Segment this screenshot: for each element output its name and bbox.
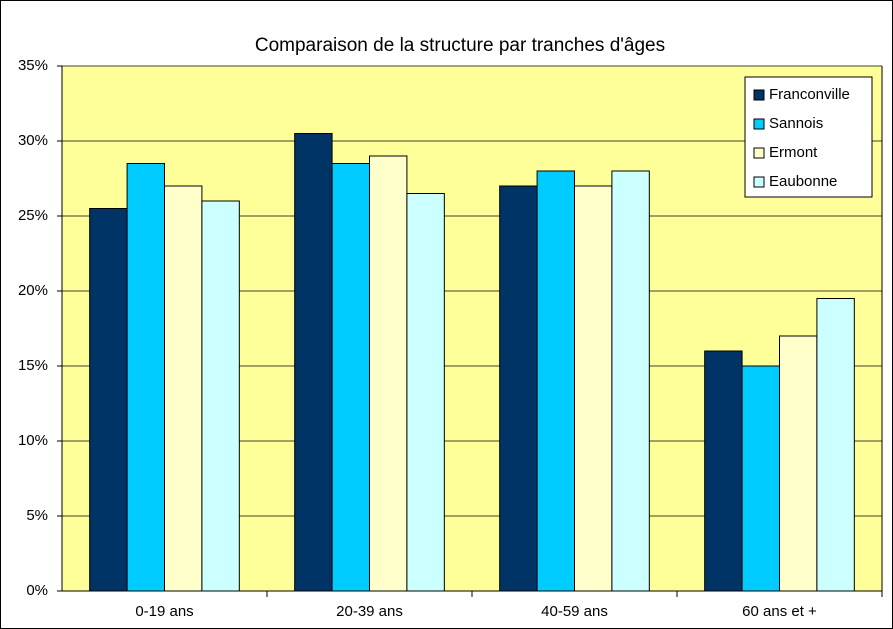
bar — [741, 365, 781, 592]
bar — [611, 170, 650, 592]
y-tick-label: 5% — [26, 507, 48, 524]
y-tick-label: 35% — [18, 57, 48, 74]
bar — [164, 185, 203, 592]
x-tick-label: 0-19 ans — [135, 603, 193, 620]
bar — [779, 335, 818, 592]
legend-label: Franconville — [769, 86, 850, 103]
legend-swatch — [753, 89, 765, 101]
bar — [574, 185, 613, 592]
bar — [201, 200, 240, 592]
y-tick-label: 30% — [18, 132, 48, 149]
legend-label: Sannois — [769, 115, 823, 132]
bar — [816, 298, 855, 592]
x-tick-label: 40-59 ans — [541, 603, 608, 620]
chart-title: Comparaison de la structure par tranches… — [255, 35, 665, 56]
bar — [406, 193, 445, 592]
legend-swatch — [753, 118, 765, 130]
x-tick-label: 20-39 ans — [336, 603, 403, 620]
bar — [499, 185, 538, 592]
legend-label: Ermont — [769, 144, 818, 161]
bar — [369, 155, 408, 592]
bar — [89, 208, 128, 592]
bar — [126, 163, 165, 592]
legend-label: Eaubonne — [769, 173, 837, 190]
y-tick-label: 10% — [18, 432, 48, 449]
y-tick-label: 25% — [18, 207, 48, 224]
bar — [536, 170, 576, 592]
legend-swatch — [753, 176, 765, 188]
bar — [294, 133, 333, 592]
y-tick-label: 15% — [18, 357, 48, 374]
x-tick-label: 60 ans et + — [742, 603, 817, 620]
y-tick-label: 20% — [18, 282, 48, 299]
legend-box — [744, 76, 873, 198]
legend-swatch — [753, 147, 765, 159]
bar — [331, 163, 370, 592]
bar — [704, 350, 743, 592]
y-tick-label: 0% — [26, 582, 48, 599]
